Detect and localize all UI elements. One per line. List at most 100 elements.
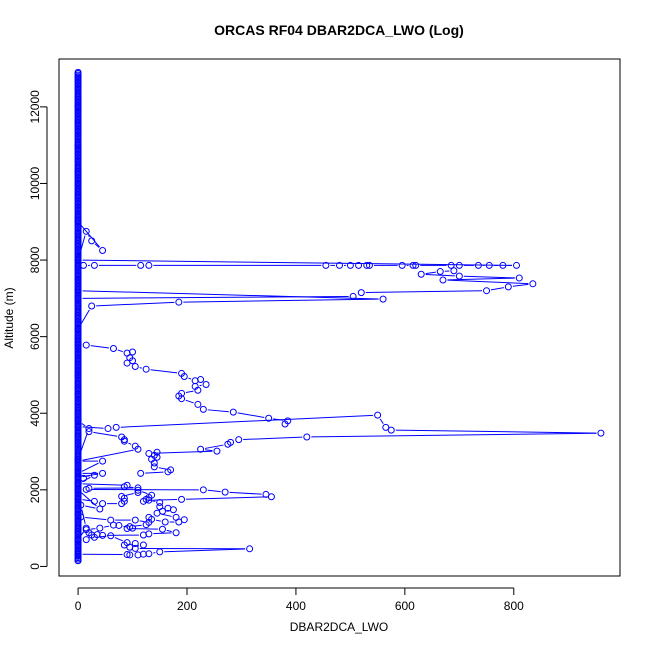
series xyxy=(82,341,292,428)
y-tick-label: 8000 xyxy=(28,246,42,273)
data-point xyxy=(281,420,289,428)
data-point xyxy=(199,405,207,413)
data-point xyxy=(455,272,463,280)
data-point xyxy=(235,436,243,444)
data-point xyxy=(120,483,128,491)
data-point xyxy=(139,541,147,549)
series-line-segment xyxy=(131,528,158,530)
data-point xyxy=(131,363,139,371)
data-point xyxy=(363,261,371,269)
series-line-segment xyxy=(155,519,161,522)
data-point xyxy=(139,531,147,539)
data-point xyxy=(99,457,107,465)
data-point xyxy=(349,292,357,300)
series-line-segment xyxy=(114,537,124,542)
data-point xyxy=(336,261,343,269)
data-point xyxy=(387,426,395,434)
series xyxy=(74,411,605,477)
data-point xyxy=(82,526,90,534)
data-point xyxy=(499,261,507,269)
series-line-segment xyxy=(185,399,194,404)
series-line-segment xyxy=(425,271,436,275)
data-point xyxy=(180,372,188,380)
data-point xyxy=(229,408,237,416)
data-point xyxy=(126,551,134,559)
data-point xyxy=(99,469,107,477)
data-point xyxy=(142,495,150,503)
data-point xyxy=(90,497,98,505)
series-line-segment xyxy=(150,369,178,374)
series-line-segment xyxy=(207,409,229,413)
data-point xyxy=(194,386,202,394)
series-line-segment xyxy=(96,301,175,307)
data-point xyxy=(597,429,605,437)
y-tick-label: 2000 xyxy=(28,476,42,503)
data-point xyxy=(145,513,153,521)
data-point xyxy=(178,495,186,503)
data-point xyxy=(412,261,420,269)
data-point xyxy=(88,237,96,245)
data-point xyxy=(221,488,229,496)
series-line-segment xyxy=(81,462,99,472)
series-line-segment xyxy=(490,287,504,291)
data-point xyxy=(504,283,512,291)
series-line-segment xyxy=(82,483,123,486)
series-line-segment xyxy=(82,259,513,266)
chart-title: ORCAS RF04 DBAR2DCA_LWO (Log) xyxy=(214,22,464,38)
series-line-segment xyxy=(142,491,148,495)
series-line-segment xyxy=(365,290,483,294)
series-line-segment xyxy=(447,279,529,285)
data-point xyxy=(150,463,158,471)
data-point xyxy=(96,524,104,532)
data-point xyxy=(123,359,131,367)
series-line-segment xyxy=(512,283,529,287)
data-point xyxy=(90,533,98,541)
data-point xyxy=(265,414,273,422)
x-tick-label: 0 xyxy=(75,599,82,613)
data-point xyxy=(145,550,153,558)
series-line-segment xyxy=(379,418,384,424)
data-point xyxy=(145,261,153,269)
data-point xyxy=(134,489,142,497)
data-point xyxy=(158,525,166,533)
series-line-segment xyxy=(188,377,192,380)
data-point xyxy=(131,516,139,524)
series-line-segment xyxy=(183,298,379,303)
data-point xyxy=(131,539,139,547)
data-point xyxy=(107,532,115,540)
data-point xyxy=(529,280,537,288)
data-point xyxy=(115,521,123,529)
series-line-segment xyxy=(93,431,118,437)
y-axis: 0 2000 4000 6000 8000 10000 12000 xyxy=(28,90,48,570)
data-point xyxy=(357,289,365,297)
series-line-segment xyxy=(153,499,178,501)
series-line-segment xyxy=(82,290,379,300)
data-point xyxy=(202,381,210,389)
data-point xyxy=(455,261,463,269)
data-point xyxy=(213,447,221,455)
x-tick-label: 600 xyxy=(395,599,415,613)
data-point xyxy=(199,486,207,494)
data-point xyxy=(131,544,139,552)
series-line-segment xyxy=(85,505,96,509)
series-line-segment xyxy=(82,449,134,461)
data-point xyxy=(142,365,150,373)
data-point xyxy=(85,428,93,436)
data-point xyxy=(137,469,145,477)
data-point xyxy=(82,227,90,235)
data-point xyxy=(355,261,363,269)
series xyxy=(74,532,254,559)
y-axis-label: Altitude (m) xyxy=(2,287,16,348)
series-line-segment xyxy=(98,535,107,538)
data-point xyxy=(123,525,131,533)
data-point xyxy=(112,423,120,431)
y-tick-label: 12000 xyxy=(28,90,42,124)
series-line-segment xyxy=(125,493,134,496)
series-line-segment xyxy=(139,367,142,369)
x-tick-label: 200 xyxy=(177,599,197,613)
data-point xyxy=(379,295,387,303)
series-line-segment xyxy=(90,345,110,349)
data-point xyxy=(267,493,275,501)
